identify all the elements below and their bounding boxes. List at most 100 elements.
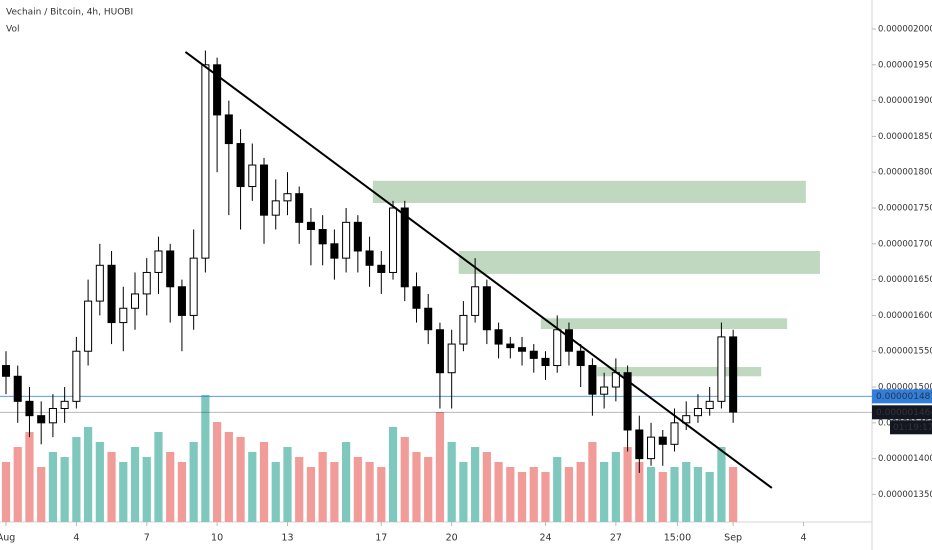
volume-bar [517, 472, 527, 522]
candle-body [506, 343, 515, 349]
volume-bar [259, 442, 269, 522]
x-tick-label: 17 [375, 533, 387, 544]
y-tick-label: 0.0000017000 [878, 239, 932, 249]
volume-bar [224, 432, 233, 522]
candle-body [705, 400, 714, 410]
price-label: 0.0000014647 [876, 408, 932, 418]
zone [540, 318, 788, 330]
x-tick-label: 13 [281, 533, 293, 544]
zone [597, 366, 762, 377]
volume-bar [213, 422, 222, 522]
candle-body [248, 164, 257, 188]
candle-body [389, 207, 398, 273]
candle-body [365, 250, 374, 266]
candle-body [412, 286, 421, 309]
volume-bar [130, 447, 140, 522]
volume-bar [201, 395, 210, 522]
volume-bar [412, 452, 421, 522]
volume-bar [623, 447, 632, 522]
y-tick-label: 0.0000013500 [878, 490, 932, 500]
volume-bar [494, 462, 503, 522]
candle-body [377, 264, 386, 273]
volume-bar [646, 467, 656, 522]
candle-body [25, 400, 34, 417]
candle-body [213, 64, 222, 116]
volume-bar [330, 462, 339, 522]
candle-body [600, 386, 609, 395]
volume-label: Vol [6, 25, 19, 35]
volume-bar [295, 457, 304, 522]
candle-body [283, 193, 292, 202]
volume-bar [435, 412, 445, 522]
candle-body [342, 221, 351, 259]
candle-body [518, 347, 527, 352]
volume-bar [471, 447, 480, 522]
candle-body [37, 415, 46, 424]
volume-bar [682, 462, 691, 522]
x-tick-label: 4 [800, 533, 806, 544]
candle-body [576, 350, 585, 367]
volume-bar [318, 452, 327, 522]
y-tick-label: 0.0000020000 [878, 25, 932, 35]
volume-bar [611, 452, 620, 522]
volume-bar [271, 462, 280, 522]
volume-bar [670, 467, 679, 522]
candle-body [647, 436, 656, 460]
candle-body [658, 436, 667, 445]
volume-bar [189, 442, 198, 522]
countdown-box [890, 420, 932, 435]
x-tick-label: 10 [211, 533, 223, 544]
volume-bar [107, 452, 116, 522]
candle-body [353, 221, 362, 252]
candle-body [435, 329, 444, 374]
volume-bar [600, 462, 609, 522]
candle-body [447, 343, 456, 374]
volume-bar [576, 462, 585, 522]
y-tick-label: 0.0000018500 [878, 132, 932, 142]
candle-body [553, 329, 562, 367]
volume-bar [83, 427, 93, 522]
candle-body [295, 193, 304, 223]
volume-bar [400, 437, 409, 522]
price-label-box [872, 389, 932, 404]
price-label-box [872, 405, 932, 420]
volume-bar [447, 442, 456, 522]
volume-bar [365, 462, 374, 522]
candle-body [119, 307, 128, 324]
candle-body [48, 408, 57, 424]
candle-body [154, 250, 163, 273]
x-tick-label: Aug [0, 533, 15, 544]
y-tick-label: 0.0000019500 [878, 60, 932, 70]
chart-title: Vechain / Bitcoin, 4h, HUOBI [6, 8, 133, 18]
volume-bar [306, 467, 316, 522]
volume-bar [717, 447, 726, 522]
candle-body [72, 350, 81, 402]
volume-bar [388, 427, 398, 522]
volume-bar [564, 467, 574, 522]
volume-bar [166, 452, 175, 522]
volume-bar [658, 472, 667, 522]
volume-bar [13, 447, 22, 522]
candle-body [224, 114, 233, 145]
candle-body [635, 429, 644, 460]
candle-body [107, 264, 116, 324]
candle-body [306, 221, 315, 230]
candle-body [729, 336, 738, 413]
candle-body [564, 329, 573, 352]
volume-bar [353, 457, 362, 522]
x-tick-label: 15:00 [664, 533, 691, 544]
volume-bar [25, 432, 34, 522]
candle-body [130, 293, 140, 309]
candle-body [588, 365, 597, 395]
y-tick-label: 0.0000014000 [878, 454, 932, 464]
volume-bar [142, 457, 151, 522]
volume-bar [342, 442, 351, 522]
candle-body [541, 357, 550, 367]
volume-bar [693, 467, 703, 522]
volume-bar [177, 462, 187, 522]
zone [458, 250, 820, 274]
candle-body [95, 264, 104, 302]
candle-body [529, 350, 538, 359]
volume-bar [60, 457, 69, 522]
